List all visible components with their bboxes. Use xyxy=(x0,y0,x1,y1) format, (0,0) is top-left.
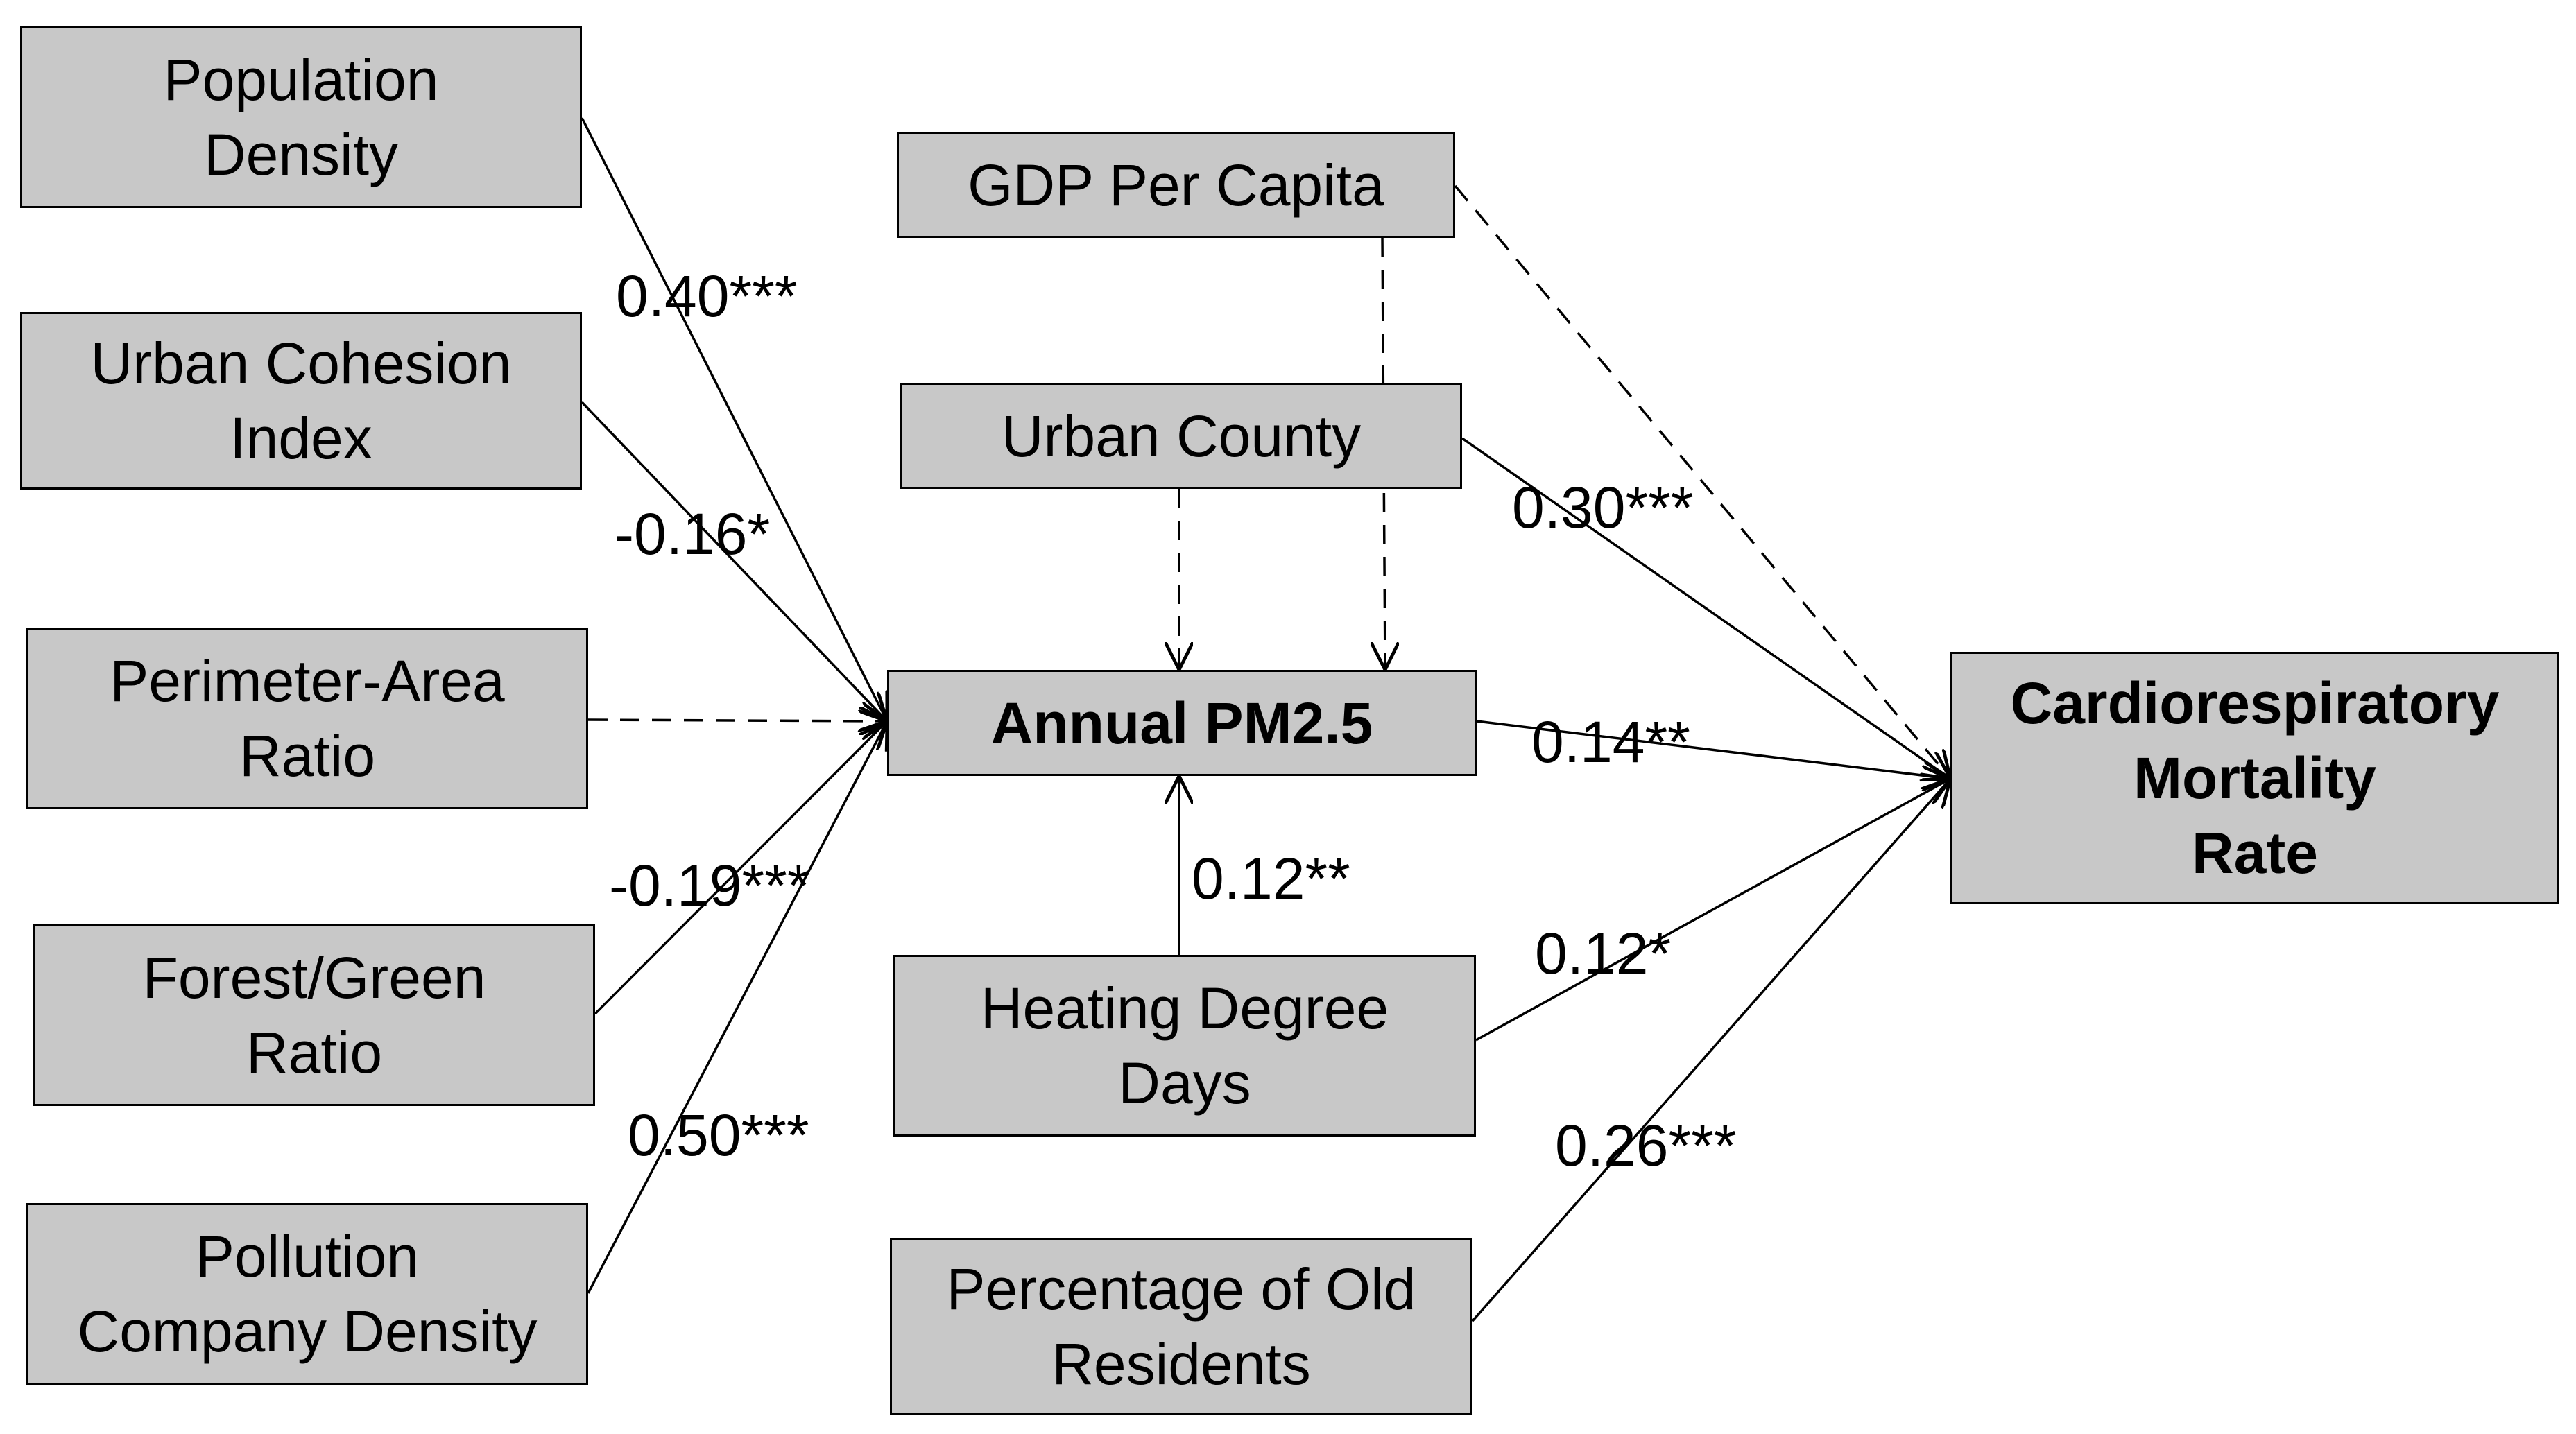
edge-pcd-pm xyxy=(587,721,887,1294)
coef-pop-pm: 0.40*** xyxy=(616,264,798,329)
coef-pm-mort: 0.14** xyxy=(1531,709,1690,775)
edge-hdd-mort xyxy=(1475,779,1950,1042)
edge-uci-pm xyxy=(581,401,887,721)
coef-por-mort: 0.26*** xyxy=(1555,1113,1737,1178)
node-cardiorespiratory-mortality: Cardiorespiratory Mortality Rate xyxy=(1950,652,2559,904)
coef-pcd-pm: 0.50*** xyxy=(628,1103,809,1168)
edge-fgr-pm xyxy=(594,721,887,1015)
edge-pop-pm xyxy=(581,117,887,721)
edge-gdp-mort xyxy=(1454,184,1950,779)
edge-pm-mort xyxy=(1476,720,1950,779)
coef-fgr-pm: -0.19*** xyxy=(609,853,810,918)
node-heating-degree-days: Heating Degree Days xyxy=(893,955,1476,1137)
node-annual-pm25: Annual PM2.5 xyxy=(887,670,1477,776)
node-gdp-per-capita: GDP Per Capita xyxy=(897,132,1455,238)
edge-gdp-pm xyxy=(1382,237,1385,670)
node-urban-cohesion-index: Urban Cohesion Index xyxy=(20,312,582,490)
coef-hdd-pm: 0.12** xyxy=(1192,846,1350,911)
node-forest-green-ratio: Forest/Green Ratio xyxy=(33,924,595,1106)
node-pollution-company-density: Pollution Company Density xyxy=(26,1203,588,1385)
coef-hdd-mort: 0.12* xyxy=(1535,921,1672,986)
coef-uci-pm: -0.16* xyxy=(615,501,771,567)
node-perimeter-area-ratio: Perimeter-Area Ratio xyxy=(26,628,588,809)
node-urban-county: Urban County xyxy=(900,383,1462,489)
coef-uc-mort: 0.30*** xyxy=(1512,475,1694,540)
node-percentage-old-residents: Percentage of Old Residents xyxy=(890,1238,1472,1415)
edge-por-mort xyxy=(1471,779,1950,1322)
edge-par-pm xyxy=(587,720,887,721)
edge-uc-mort xyxy=(1461,437,1950,779)
node-population-density: Population Density xyxy=(20,26,582,208)
